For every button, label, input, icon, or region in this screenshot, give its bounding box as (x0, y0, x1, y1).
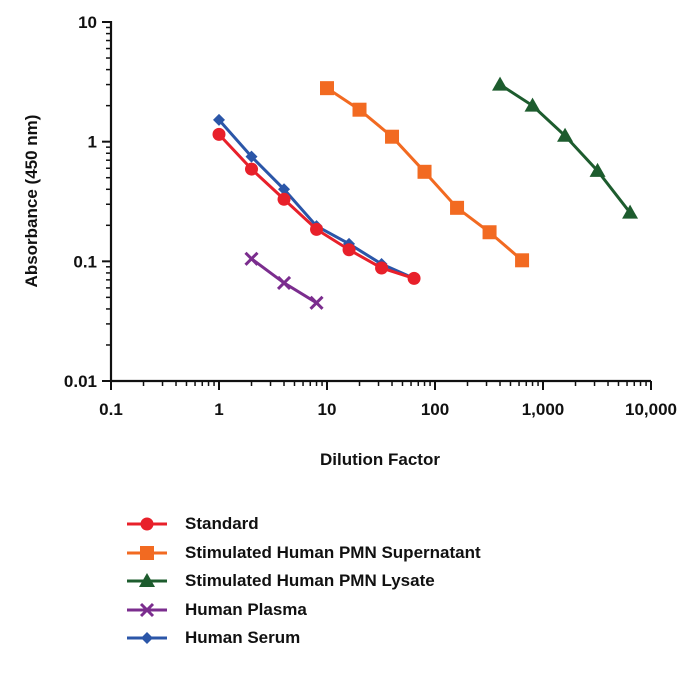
legend-label: Human Plasma (185, 599, 307, 619)
y-tick-label: 0.01 (64, 372, 97, 391)
legend-item: Stimulated Human PMN Lysate (125, 567, 481, 596)
data-point (352, 102, 367, 117)
x-marker-stroke (276, 275, 292, 290)
data-point (482, 225, 497, 240)
data-point (244, 251, 259, 266)
data-point (492, 76, 509, 91)
x-tick-label: 10,000 (625, 400, 677, 419)
series-standard (212, 127, 421, 285)
series-line (499, 83, 632, 214)
data-point (375, 261, 389, 275)
data-point (407, 271, 421, 285)
legend: Standard Stimulated Human PMN Supernatant… (125, 510, 481, 653)
legend-swatch-marker (139, 573, 155, 588)
data-point (309, 295, 324, 310)
legend-swatch-marker (139, 602, 155, 617)
legend-swatch (127, 632, 167, 645)
legend-item: Human Serum (125, 624, 481, 653)
series-stimulated-human-pmn-supernatant (320, 81, 530, 268)
legend-item: Stimulated Human PMN Supernatant (125, 539, 481, 568)
data-point (417, 164, 432, 179)
x-tick-label: 1,000 (522, 400, 565, 419)
data-point (515, 253, 530, 268)
series-human-plasma (244, 251, 324, 310)
y-tick-label: 1 (88, 133, 97, 152)
data-point (622, 204, 639, 219)
legend-swatch-marker (140, 545, 154, 560)
data-point (276, 275, 292, 290)
x-marker-stroke (244, 251, 259, 266)
data-point (524, 97, 541, 112)
y-axis-title: Absorbance (450 nm) (22, 115, 41, 288)
legend-item: Human Plasma (125, 596, 481, 625)
legend-item: Standard (125, 510, 481, 539)
y-tick-label: 10 (78, 13, 97, 32)
legend-swatch-marker (141, 632, 153, 645)
y-tick-label: 0.1 (73, 252, 97, 271)
x-tick-label: 10 (318, 400, 337, 419)
legend-swatch (127, 602, 167, 617)
x-tick-label: 0.1 (99, 400, 123, 419)
data-point (213, 113, 225, 126)
x-axis-title: Dilution Factor (320, 450, 440, 469)
data-point (557, 127, 574, 142)
x-marker-stroke (139, 602, 155, 617)
data-point (320, 81, 334, 96)
data-point (450, 200, 465, 215)
legend-label: Stimulated Human PMN Supernatant (185, 542, 481, 562)
data-point (310, 222, 324, 236)
legend-swatch (127, 573, 167, 588)
data-point (212, 127, 226, 141)
data-point (342, 243, 356, 257)
x-tick-label: 1 (214, 400, 223, 419)
data-point (245, 162, 259, 176)
data-point (589, 162, 606, 177)
legend-label: Standard (185, 514, 259, 534)
legend-label: Stimulated Human PMN Lysate (185, 571, 435, 591)
data-point (245, 150, 258, 163)
x-marker-stroke (309, 295, 324, 310)
series-layer (212, 76, 639, 310)
legend-swatch (127, 517, 167, 531)
data-point (278, 183, 291, 196)
data-point (277, 192, 291, 206)
series-stimulated-human-pmn-lysate (492, 76, 639, 219)
legend-label: Human Serum (185, 628, 301, 648)
legend-swatch-marker (140, 517, 154, 531)
data-point (385, 129, 400, 144)
x-tick-label: 100 (421, 400, 449, 419)
legend-swatch (127, 545, 167, 560)
